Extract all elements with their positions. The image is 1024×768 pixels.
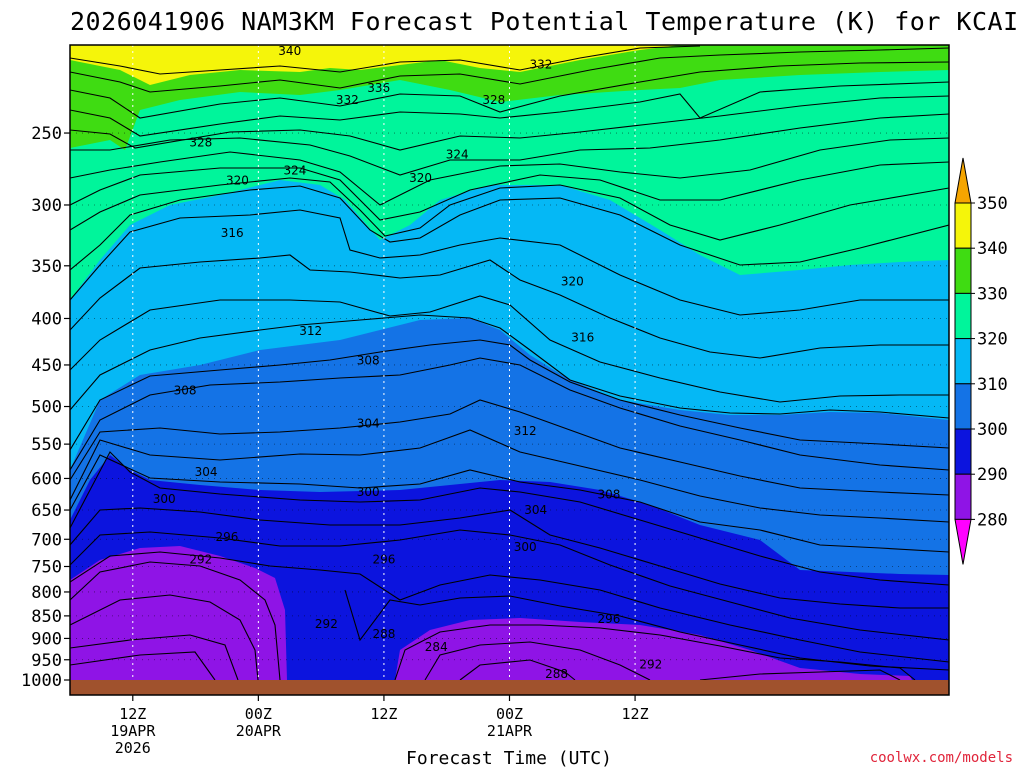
contour-label: 312 (514, 424, 537, 438)
contour-label: 308 (597, 488, 620, 502)
contour-label: 304 (357, 417, 380, 431)
y-tick-label: 700 (31, 530, 62, 550)
contour-label: 320 (226, 174, 249, 188)
contour-label: 304 (195, 465, 218, 479)
contour-label: 320 (409, 171, 432, 185)
plot-area: 340 336 332 332 328 328 324 324 320 320 320 316 316 3… (69, 44, 950, 696)
vertical-gridlines (132, 45, 636, 680)
contour-label: 288 (545, 667, 568, 681)
band-340-350 (70, 45, 680, 85)
y-tick-label: 750 (31, 557, 62, 577)
horizontal-gridlines (70, 132, 949, 661)
colorbar-label: 320 (977, 330, 1008, 350)
contour-label: 304 (524, 503, 547, 517)
y-tick-label: 300 (31, 196, 62, 216)
chart-title: 2026041906 NAM3KM Forecast Potential Tem… (70, 7, 1019, 36)
x-tick-date: 21APR (487, 722, 533, 740)
colorbar-label: 280 (977, 510, 1008, 530)
contour-label: 324 (284, 164, 307, 178)
contour-label: 292 (189, 553, 212, 567)
y-tick-label: 500 (31, 398, 62, 418)
colorbar-label: 310 (977, 375, 1008, 395)
contour-label: 296 (372, 553, 395, 567)
y-tick-label: 650 (31, 501, 62, 521)
band-280-290-center (395, 618, 912, 680)
credit-text: coolwx.com/models (870, 750, 1013, 766)
contour-lines (70, 45, 949, 681)
colorbar-label: 340 (977, 239, 1008, 259)
colorbar-segment (954, 292, 972, 340)
y-tick-label: 450 (31, 356, 62, 376)
colorbar-segment (954, 383, 972, 430)
contour-label: 328 (189, 135, 212, 149)
y-tick-label: 950 (31, 651, 62, 671)
contour-label: 316 (221, 226, 244, 240)
colorbar-label: 290 (977, 465, 1008, 485)
colorbar-segment (954, 428, 972, 475)
contour-label: 308 (174, 383, 197, 397)
y-tick-label: 550 (31, 435, 62, 455)
colorbar-label: 350 (977, 194, 1008, 214)
colorbar-segment (954, 338, 972, 385)
y-tick-label: 350 (31, 257, 62, 277)
x-tick-label: 00Z (245, 705, 272, 723)
x-tick-date: 20APR (236, 722, 282, 740)
colorbar-segment (954, 202, 972, 249)
contour-label: 292 (639, 658, 662, 672)
contour-label: 300 (357, 485, 380, 499)
colorbar-segment (954, 473, 972, 520)
y-tick-label: 1000 (21, 671, 62, 691)
contour-label: 332 (336, 93, 359, 107)
contour-label: 324 (446, 148, 469, 162)
contour-label: 284 (425, 640, 448, 654)
x-axis-label: Forecast Time (UTC) (406, 748, 612, 768)
colorbar-top-arrow (954, 157, 972, 204)
y-tick-label: 600 (31, 469, 62, 489)
y-tick-label: 250 (31, 124, 62, 144)
contour-label: 300 (514, 540, 537, 554)
contour-label: 336 (367, 81, 390, 95)
contour-label: 332 (529, 57, 552, 71)
colorbar-label: 330 (977, 284, 1008, 304)
contour-label: 296 (216, 530, 239, 544)
contour-label: 320 (561, 274, 584, 288)
y-tick-label: 850 (31, 607, 62, 627)
contour-label: 316 (571, 331, 594, 345)
colorbar-bottom-arrow (954, 518, 972, 565)
y-tick-label: 900 (31, 629, 62, 649)
contour-labels: 340 336 332 332 328 328 324 324 320 320 320 316 316 3… (153, 44, 662, 681)
colorbar-label: 300 (977, 420, 1008, 440)
x-tick-label: 00Z (496, 705, 523, 723)
colorbar-segment (954, 247, 972, 294)
ground-strip (70, 680, 949, 695)
contour-label: 312 (299, 324, 322, 338)
contour-label: 340 (278, 44, 301, 58)
x-tick-year: 2026 (115, 739, 151, 757)
contour-label: 328 (482, 93, 505, 107)
contour-label: 292 (315, 617, 338, 631)
x-tick-label: 12Z (119, 705, 146, 723)
contour-label: 296 (597, 612, 620, 626)
y-tick-label: 800 (31, 583, 62, 603)
band-280-290-left (70, 546, 287, 690)
contour-label: 308 (357, 354, 380, 368)
y-axis: 2503003504004505005506006507007508008509… (21, 124, 70, 691)
x-tick-date: 19APR (110, 722, 156, 740)
contour-label: 300 (153, 492, 176, 506)
y-tick-label: 400 (31, 309, 62, 329)
colorbar: 350 340 330 320 310 300 290 280 (954, 157, 1008, 565)
x-tick-label: 12Z (370, 705, 397, 723)
x-tick-label: 12Z (622, 705, 649, 723)
